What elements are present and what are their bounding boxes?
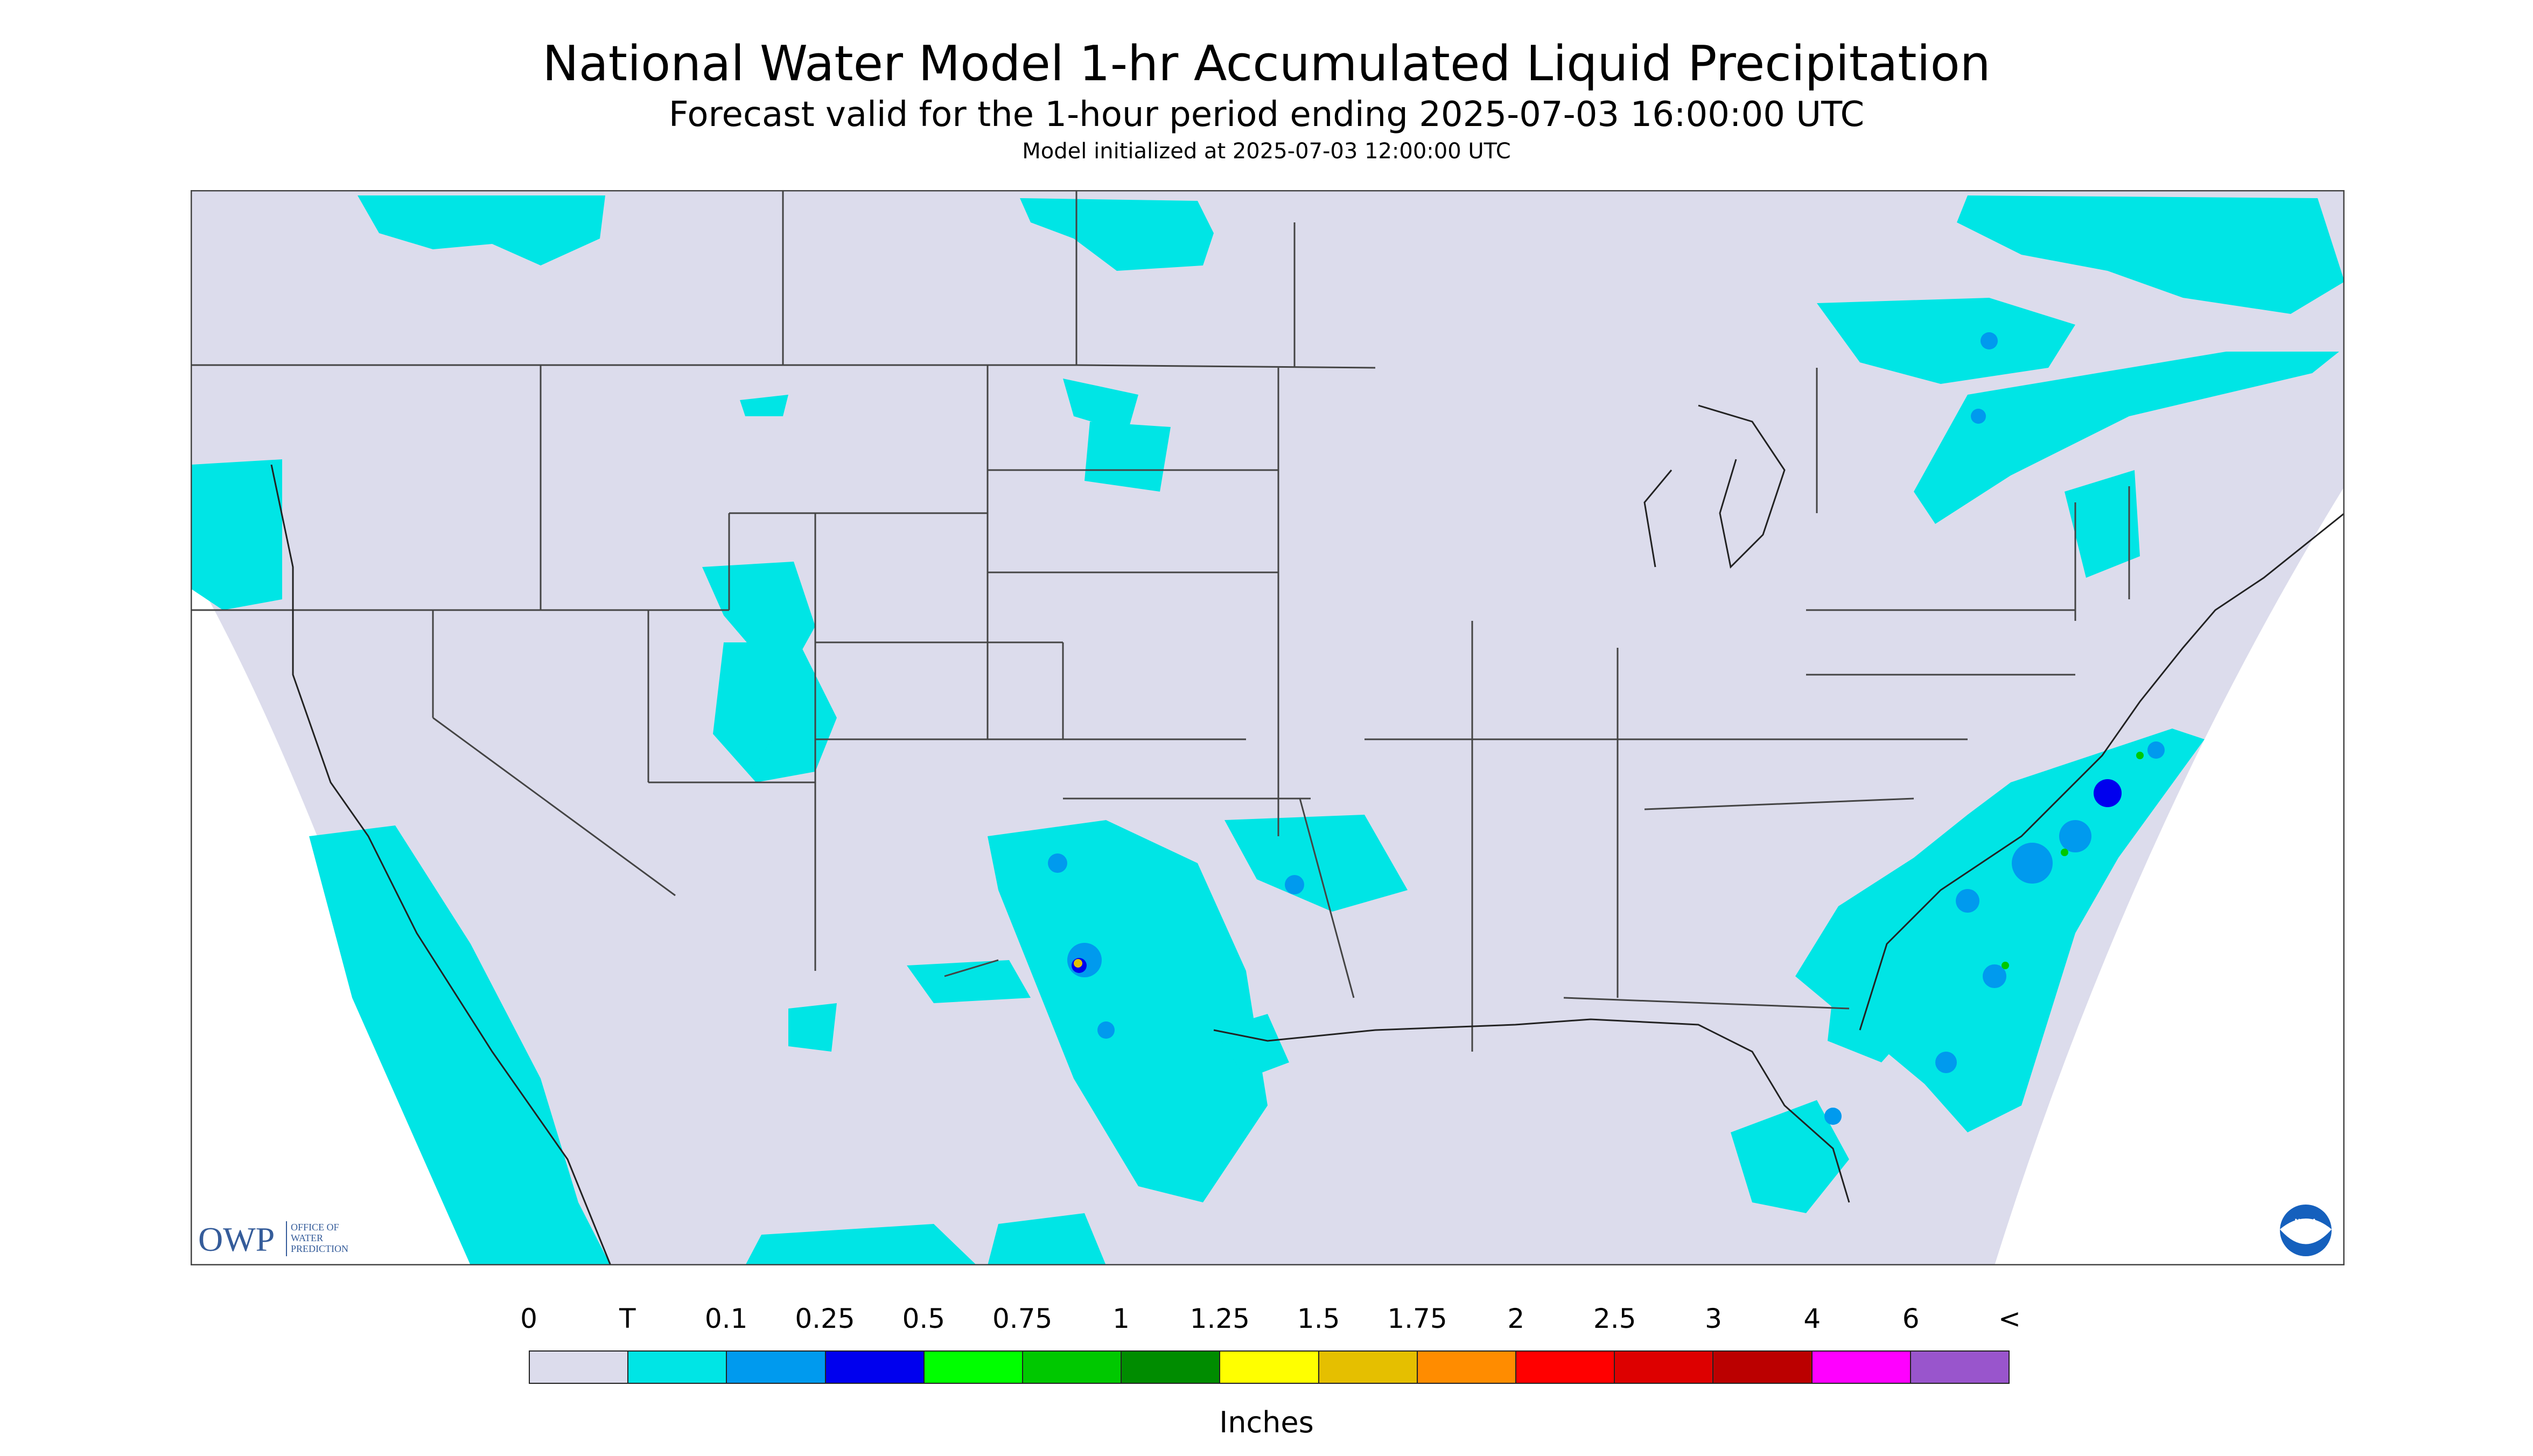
legend-tick-label: 0.75 xyxy=(992,1303,1053,1334)
legend-tick-label: 1 xyxy=(1112,1303,1130,1334)
legend-tick-label: 2.5 xyxy=(1593,1303,1636,1334)
map-frame xyxy=(191,190,2345,1265)
legend-swatch xyxy=(727,1352,826,1383)
precip-heavy-cores xyxy=(1048,332,2165,1125)
model-domain xyxy=(191,190,2345,1265)
legend-tick-label: T xyxy=(619,1303,636,1334)
precip-trace-areas xyxy=(191,195,2345,1265)
owp-logo-line-2: WATER xyxy=(291,1233,323,1243)
noaa-logo: NOAA xyxy=(2280,1205,2332,1256)
legend-tick-label: 1.75 xyxy=(1387,1303,1447,1334)
legend-tick-label: 6 xyxy=(1902,1303,1920,1334)
legend-labels: 0 T 0.1 0.25 0.5 0.75 1 1.25 1.5 1.75 2 2.5 3 4 6 < xyxy=(520,1303,2021,1341)
owp-logo: OWP OFFICE OF WATER PREDICTION xyxy=(198,1220,348,1258)
owp-logo-line-3: PREDICTION xyxy=(291,1243,348,1254)
legend-swatch xyxy=(1319,1352,1418,1383)
legend-swatch xyxy=(530,1352,629,1383)
model-init-line: Model initialized at 2025-07-03 12:00:00… xyxy=(1022,139,1511,164)
legend-swatch xyxy=(1023,1352,1122,1383)
legend-swatch xyxy=(825,1352,925,1383)
noaa-logo-mark: NOAA xyxy=(2294,1217,2317,1226)
legend-tick-label: 1.25 xyxy=(1189,1303,1250,1334)
legend-tick-label: < xyxy=(1998,1303,2021,1334)
legend-swatch xyxy=(1417,1352,1517,1383)
legend-colorbar xyxy=(529,1350,2010,1384)
legend-tick-label: 0.25 xyxy=(795,1303,855,1334)
legend-tick-label: 0.1 xyxy=(704,1303,748,1334)
legend-swatch xyxy=(1220,1352,1319,1383)
legend-swatch xyxy=(1812,1352,1911,1383)
legend-units: Inches xyxy=(1219,1405,1314,1439)
state-borders xyxy=(191,190,2130,1052)
coastlines xyxy=(270,404,2345,1265)
owp-logo-line-1: OFFICE OF xyxy=(291,1222,339,1233)
legend-swatch xyxy=(1911,1352,2009,1383)
map-subtitle: Forecast valid for the 1-hour period end… xyxy=(668,95,1865,135)
legend-swatch xyxy=(924,1352,1024,1383)
owp-logo-mark: OWP xyxy=(198,1220,275,1258)
legend-tick-label: 0 xyxy=(520,1303,537,1334)
legend-swatch xyxy=(628,1352,727,1383)
legend-tick-label: 1.5 xyxy=(1297,1303,1340,1334)
legend-swatch xyxy=(1713,1352,1813,1383)
legend-tick-label: 3 xyxy=(1705,1303,1722,1334)
legend-swatch xyxy=(1122,1352,1221,1383)
legend-swatch xyxy=(1615,1352,1714,1383)
precipitation-map: OWP OFFICE OF WATER PREDICTION NOAA xyxy=(191,190,2345,1265)
legend-tick-label: 2 xyxy=(1507,1303,1525,1334)
map-title: National Water Model 1-hr Accumulated Li… xyxy=(542,36,1991,92)
legend-swatch xyxy=(1516,1352,1615,1383)
legend-tick-label: 0.5 xyxy=(902,1303,946,1334)
legend-tick-label: 4 xyxy=(1803,1303,1821,1334)
